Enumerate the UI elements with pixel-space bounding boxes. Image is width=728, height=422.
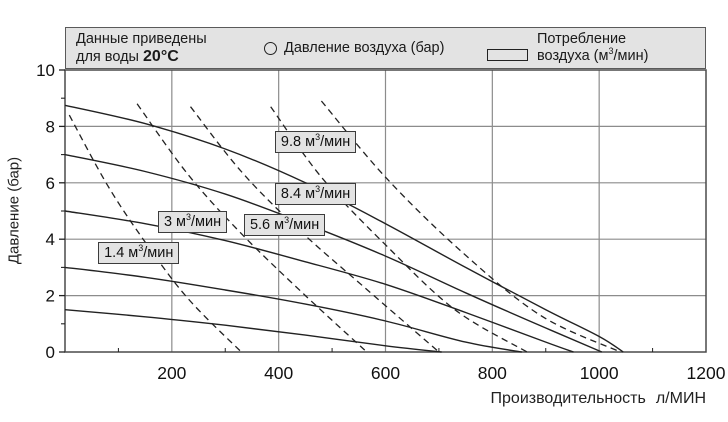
legend-air-consumption-label: Потребление воздуха (м3/мин): [537, 31, 649, 64]
curve-label-5.6: 5.6 м3/мин: [243, 214, 326, 237]
x-tick-label: 800: [478, 363, 507, 383]
x-tick-label: 1200: [687, 363, 726, 383]
air-pressure-curve: [64, 104, 624, 353]
curve-label-3: 3 м3/мин: [157, 211, 228, 233]
legend-air-pressure-label: Давление воздуха (бар): [284, 40, 445, 56]
x-axis-title: Производительность л/МИН: [490, 390, 706, 407]
legend-note: Данные приведены для воды 20°C: [76, 31, 207, 66]
y-tick-label: 4: [46, 230, 55, 249]
x-tick-label: 200: [157, 363, 186, 383]
air-consumption-curve: [320, 100, 621, 353]
x-tick-label: 400: [264, 363, 293, 383]
air-pressure-curve: [64, 153, 603, 353]
x-tick-label: 1000: [580, 363, 619, 383]
y-tick-label: 10: [36, 61, 55, 80]
air-pressure-curve: [64, 309, 442, 353]
y-axis-title: Давление (бар): [5, 156, 23, 265]
air-consumption-rect-icon: [487, 49, 528, 61]
curve-label-8.4: 8.4 м3/мин: [274, 183, 357, 206]
curve-label-9.8: 9.8 м3/мин: [274, 130, 357, 153]
curve-label-1.4: 1.4 м3/мин: [98, 242, 180, 265]
y-tick-label: 6: [46, 174, 55, 193]
x-tick-label: 600: [371, 363, 400, 383]
air-pressure-curve: [64, 266, 522, 353]
chart-legend: Данные приведены для воды 20°C Давление …: [65, 27, 706, 69]
air-consumption-curve: [270, 106, 528, 353]
y-tick-label: 8: [46, 117, 55, 136]
air-pressure-circle-icon: [264, 41, 277, 55]
legend-air-consumption: Потребление воздуха (м3/мин): [487, 31, 648, 65]
y-tick-label: 2: [46, 287, 55, 306]
legend-note-line1: Данные приведены: [76, 31, 207, 47]
air-consumption-curve: [136, 103, 368, 353]
air-pressure-curve: [64, 210, 574, 353]
legend-air-pressure: Давление воздуха (бар): [264, 40, 444, 56]
legend-note-temperature: 20°C: [143, 48, 179, 65]
y-tick-label: 0: [46, 343, 55, 362]
air-consumption-curve: [68, 114, 242, 353]
legend-note-line2: для воды: [76, 49, 139, 65]
